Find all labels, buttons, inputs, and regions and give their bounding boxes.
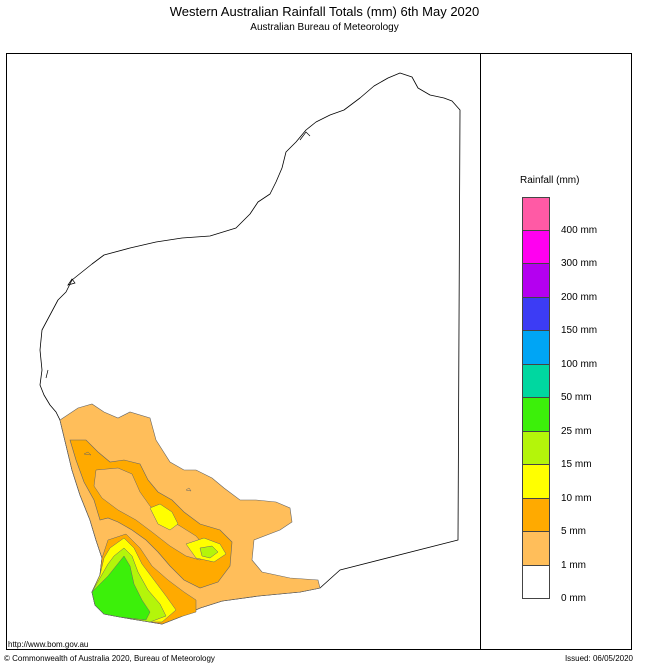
legend-tick-label: 400 mm xyxy=(561,224,598,236)
legend-swatch xyxy=(522,532,550,566)
legend-swatch xyxy=(522,297,550,331)
legend-swatch xyxy=(522,565,550,599)
legend-swatch xyxy=(522,264,550,298)
legend-swatch xyxy=(522,398,550,432)
legend-title: Rainfall (mm) xyxy=(520,175,580,186)
map-frame xyxy=(6,53,632,650)
legend-tick-label: 100 mm xyxy=(561,358,598,370)
legend-tick-label: 150 mm xyxy=(561,325,598,336)
rain-zone-15to25mm xyxy=(199,545,219,559)
legend-divider xyxy=(480,53,481,650)
legend-swatch xyxy=(522,465,550,499)
footer-issued-date: Issued: 06/05/2020 xyxy=(564,654,633,663)
legend-color-bar xyxy=(522,197,550,599)
legend-swatch xyxy=(522,331,550,365)
footer-copyright: © Commonwealth of Australia 2020, Bureau… xyxy=(4,654,215,663)
rain-zone-sw-50mm xyxy=(91,555,151,621)
legend-swatch xyxy=(522,364,550,398)
legend-swatch xyxy=(522,230,550,264)
rainfall-map xyxy=(39,72,461,625)
map-title: Western Australian Rainfall Totals (mm) … xyxy=(169,4,480,19)
legend-tick-label: 10 mm xyxy=(561,492,592,504)
legend-tick-label: 5 mm xyxy=(561,526,586,537)
legend-swatch xyxy=(522,431,550,465)
legend-tick-label: 200 mm xyxy=(561,291,598,303)
footer-url[interactable]: http://www.bom.gov.au xyxy=(8,640,89,649)
legend-tick-label: 300 mm xyxy=(561,258,598,269)
legend-tick-label: 0 mm xyxy=(561,593,586,604)
legend-tick-label: 50 mm xyxy=(561,392,592,403)
legend-swatch xyxy=(522,498,550,532)
legend-tick-label: 1 mm xyxy=(561,559,586,571)
lake-detail xyxy=(83,451,192,492)
legend-tick-label: 15 mm xyxy=(561,459,592,470)
map-subtitle: Australian Bureau of Meteorology xyxy=(250,22,399,33)
legend-tick-label: 25 mm xyxy=(561,425,592,437)
legend-swatch xyxy=(522,197,550,231)
island-detail xyxy=(45,131,311,379)
